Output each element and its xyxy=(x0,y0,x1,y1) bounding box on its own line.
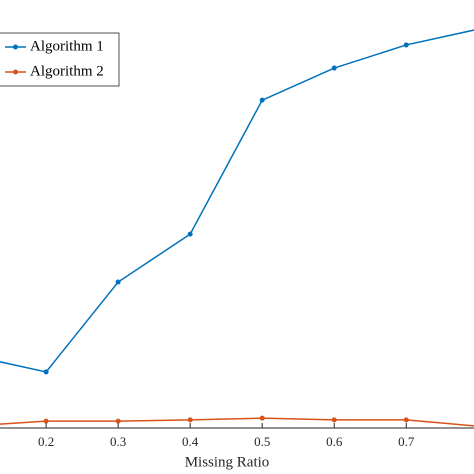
x-tick-label: 0.2 xyxy=(38,434,54,449)
data-point xyxy=(115,418,121,424)
data-point xyxy=(187,231,193,237)
data-point xyxy=(259,97,265,103)
x-tick-label: 0.7 xyxy=(398,434,415,449)
data-point xyxy=(187,417,193,423)
series-line xyxy=(0,29,474,373)
data-point xyxy=(403,417,409,423)
data-point xyxy=(403,42,409,48)
legend-box xyxy=(0,32,120,87)
x-tick-label: 0.4 xyxy=(182,434,199,449)
legend-label: Algorithm 1 xyxy=(30,38,104,54)
legend-label: Algorithm 2 xyxy=(30,63,104,79)
x-tick-label: 0.6 xyxy=(326,434,343,449)
x-tick-label: 0.5 xyxy=(254,434,270,449)
x-axis-label: Missing Ratio xyxy=(185,454,270,470)
data-point xyxy=(331,65,337,71)
legend-marker xyxy=(13,44,18,50)
data-point xyxy=(115,279,121,285)
x-tick-label: 0.3 xyxy=(110,434,126,449)
series-line xyxy=(0,417,474,427)
data-point xyxy=(43,418,49,424)
data-point xyxy=(331,417,337,423)
data-point xyxy=(43,369,49,375)
data-point xyxy=(259,415,265,421)
legend-marker xyxy=(13,69,18,75)
